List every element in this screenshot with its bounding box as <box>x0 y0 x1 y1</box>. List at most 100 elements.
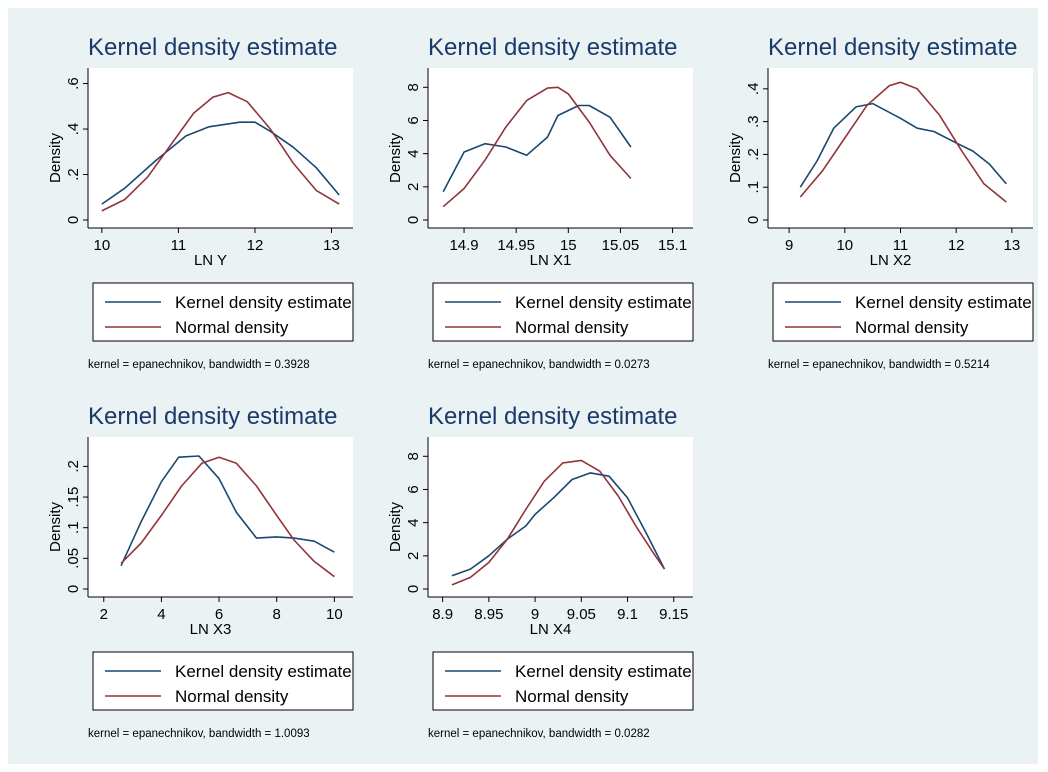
y-tick-label: 8 <box>405 452 422 460</box>
y-tick-label: .05 <box>65 548 82 569</box>
legend-label: Kernel density estimate <box>175 293 352 312</box>
y-tick-label: 4 <box>405 518 422 526</box>
x-tick-label: 2 <box>100 606 108 623</box>
x-tick-label: 9.05 <box>567 606 596 623</box>
chart-panel-1: Kernel density estimate 0 .2 .4 .6 10 11 12 13 LN… <box>47 34 354 371</box>
chart-panel-5: Kernel density estimate 0 2 4 6 8 8.9 8.95 9 9.05… <box>387 403 694 740</box>
kernel-density-line <box>442 104 632 193</box>
y-tick-label: 2 <box>405 183 422 191</box>
y-tick-label: .2 <box>65 460 82 473</box>
x-tick-label: 14.95 <box>497 237 535 254</box>
x-tick-label: 9.15 <box>659 606 688 623</box>
y-tick-label: .15 <box>65 487 82 508</box>
x-tick-label: 10 <box>836 237 853 254</box>
x-axis-label: LN X3 <box>190 621 232 638</box>
x-tick-label: 11 <box>893 237 909 254</box>
y-tick-label: .4 <box>745 83 762 96</box>
legend-label: Kernel density estimate <box>515 662 692 681</box>
chart-title: Kernel density estimate <box>88 34 337 61</box>
x-tick-label: 10 <box>326 606 343 623</box>
x-tick-label: 12 <box>948 237 965 254</box>
legend-box <box>432 651 694 711</box>
x-tick-label: 14.9 <box>449 237 478 254</box>
kernel-density-line <box>451 472 666 577</box>
kernel-density-line <box>799 102 1007 188</box>
y-tick-label: .3 <box>745 115 762 128</box>
chart-title: Kernel density estimate <box>88 403 337 430</box>
y-tick-label: .6 <box>65 77 82 90</box>
x-tick-label: 10 <box>93 237 110 254</box>
x-tick-label: 9 <box>785 237 793 254</box>
kernel-note: kernel = epanechnikov, bandwidth = 0.521… <box>768 359 990 371</box>
y-tick-label: 0 <box>65 216 82 224</box>
plot-region <box>428 437 693 597</box>
y-tick-label: .1 <box>65 521 82 534</box>
y-tick-label: .1 <box>745 181 762 194</box>
legend-label: Normal density <box>175 318 289 337</box>
x-tick-label: 4 <box>157 606 165 623</box>
y-axis-label: Density <box>47 132 64 183</box>
x-tick-label: 13 <box>1004 237 1021 254</box>
chart-panel-3: Kernel density estimate 0 .1 .2 .3 .4 9 10 11 12 1… <box>727 34 1034 371</box>
chart-title: Kernel density estimate <box>428 34 677 61</box>
x-axis-label: LN X2 <box>870 252 912 269</box>
x-tick-label: 9.1 <box>617 606 638 623</box>
normal-density-line <box>442 86 632 208</box>
y-tick-label: 6 <box>405 485 422 493</box>
kernel-density-line <box>120 455 335 567</box>
x-tick-label: 13 <box>323 237 340 254</box>
y-axis-label: Density <box>387 501 404 552</box>
plot-region <box>768 68 1033 228</box>
legend-box <box>772 282 1034 342</box>
chart-panel-2: Kernel density estimate 0 2 4 6 8 14.9 14.95 15 1… <box>387 34 694 371</box>
kernel-note: kernel = epanechnikov, bandwidth = 0.028… <box>428 728 650 740</box>
y-tick-label: .4 <box>65 123 82 136</box>
x-tick-label: 15 <box>560 237 577 254</box>
legend-label: Normal density <box>175 687 289 706</box>
kernel-note: kernel = epanechnikov, bandwidth = 0.027… <box>428 359 650 371</box>
y-tick-label: 0 <box>65 585 82 593</box>
y-tick-label: .2 <box>745 148 762 161</box>
legend-label: Normal density <box>855 318 969 337</box>
legend-box <box>432 282 694 342</box>
kernel-note: kernel = epanechnikov, bandwidth = 1.009… <box>88 728 310 740</box>
y-tick-label: 6 <box>405 116 422 124</box>
y-tick-label: 0 <box>745 216 762 224</box>
legend-label: Normal density <box>515 687 629 706</box>
legend-box <box>92 651 354 711</box>
chart-title: Kernel density estimate <box>428 403 677 430</box>
x-tick-label: 8.95 <box>474 606 503 623</box>
x-tick-label: 15.05 <box>602 237 640 254</box>
y-tick-label: 8 <box>405 83 422 91</box>
y-tick-label: 4 <box>405 149 422 157</box>
y-axis-label: Density <box>47 501 64 552</box>
normal-density-line <box>120 456 335 578</box>
x-tick-label: 6 <box>215 606 223 623</box>
y-tick-label: 0 <box>405 585 422 593</box>
y-axis-label: Density <box>727 132 744 183</box>
x-tick-label: 15.1 <box>658 237 687 254</box>
x-axis-label: LN X1 <box>530 252 572 269</box>
plot-region <box>428 68 693 228</box>
x-tick-label: 12 <box>247 237 264 254</box>
y-tick-label: .2 <box>65 168 82 181</box>
x-tick-label: 8.9 <box>432 606 453 623</box>
legend-label: Kernel density estimate <box>175 662 352 681</box>
plot-region <box>88 437 353 597</box>
chart-title: Kernel density estimate <box>768 34 1017 61</box>
y-tick-label: 2 <box>405 552 422 560</box>
legend-label: Kernel density estimate <box>855 293 1032 312</box>
x-axis-label: LN Y <box>194 252 227 269</box>
kernel-note: kernel = epanechnikov, bandwidth = 0.392… <box>88 359 310 371</box>
chart-panel-4: Kernel density estimate 0 .05 .1 .15 .2 2 4 6 8 10… <box>47 403 354 740</box>
x-axis-label: LN X4 <box>530 621 572 638</box>
legend-label: Normal density <box>515 318 629 337</box>
y-tick-label: 0 <box>405 216 422 224</box>
x-tick-label: 11 <box>171 237 187 254</box>
plot-region <box>88 68 353 228</box>
legend-label: Kernel density estimate <box>515 293 692 312</box>
x-tick-label: 8 <box>273 606 281 623</box>
x-tick-label: 9 <box>531 606 539 623</box>
normal-density-line <box>451 459 666 586</box>
